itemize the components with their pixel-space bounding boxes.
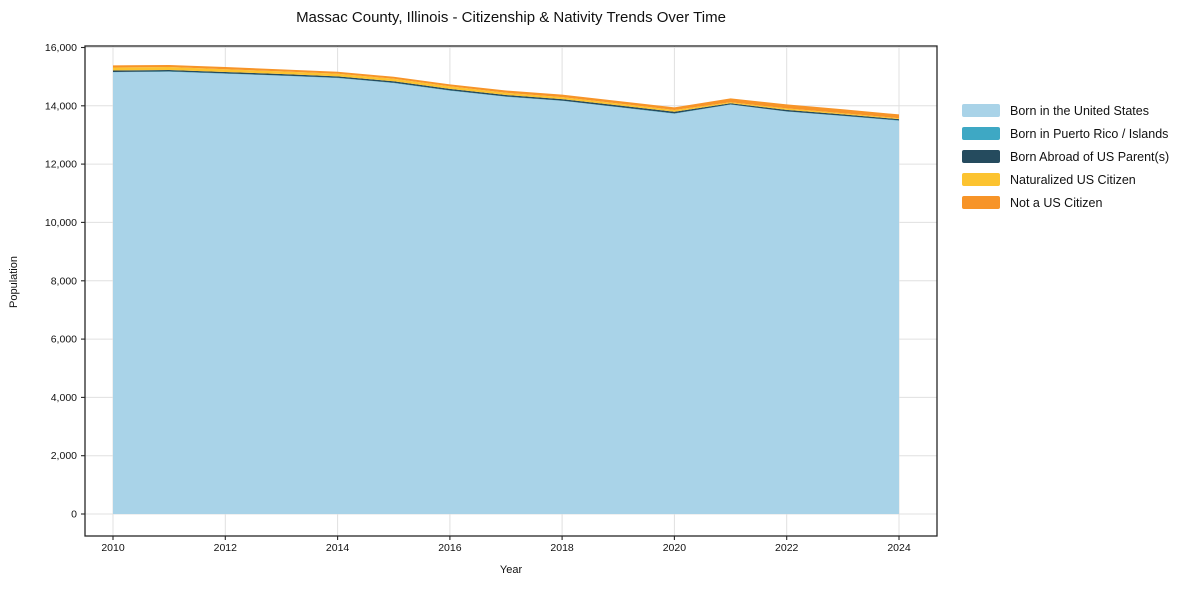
y-tick-label: 4,000	[51, 392, 77, 404]
legend-swatch-icon	[962, 104, 1000, 117]
legend-item: Naturalized US Citizen	[962, 172, 1169, 187]
legend-label: Born in Puerto Rico / Islands	[1010, 126, 1169, 141]
x-tick-label: 2020	[663, 542, 687, 554]
x-tick-label: 2012	[214, 542, 238, 554]
legend-swatch-icon	[962, 127, 1000, 140]
legend-label: Born in the United States	[1010, 103, 1149, 118]
x-tick-label: 2022	[775, 542, 799, 554]
area-series-0	[113, 71, 899, 514]
legend: Born in the United States Born in Puerto …	[962, 104, 1169, 219]
legend-swatch-icon	[962, 150, 1000, 163]
legend-item: Not a US Citizen	[962, 195, 1169, 210]
area-series-4	[113, 65, 899, 119]
x-tick-label: 2016	[438, 542, 462, 554]
y-tick-label: 16,000	[45, 42, 77, 54]
y-tick-label: 14,000	[45, 100, 77, 112]
x-axis-label: Year	[499, 564, 523, 576]
legend-item: Born Abroad of US Parent(s)	[962, 149, 1170, 164]
x-tick-label: 2018	[550, 542, 574, 554]
x-tick-label: 2014	[326, 542, 350, 554]
x-tick-label: 2010	[101, 542, 125, 554]
x-tick-label: 2024	[887, 542, 911, 554]
legend-label: Not a US Citizen	[1010, 195, 1103, 210]
y-axis-label: Population	[8, 256, 20, 308]
legend-swatch-icon	[962, 173, 1000, 186]
area-series-3	[113, 67, 899, 120]
legend-item: Born in the United States	[962, 103, 1169, 118]
y-tick-label: 8,000	[51, 275, 77, 287]
y-tick-label: 0	[71, 509, 77, 521]
y-tick-label: 10,000	[45, 217, 77, 229]
legend-label: Naturalized US Citizen	[1010, 172, 1136, 187]
plot-frame	[84, 45, 938, 537]
y-tick-label: 6,000	[51, 334, 77, 346]
y-tick-label: 2,000	[51, 450, 77, 462]
legend-swatch-icon	[962, 196, 1000, 209]
area-series-2	[113, 70, 899, 121]
chart-title: Massac County, Illinois - Citizenship & …	[296, 9, 726, 26]
legend-item: Born in Puerto Rico / Islands	[962, 126, 1169, 141]
legend-label: Born Abroad of US Parent(s)	[1010, 149, 1170, 164]
y-tick-label: 12,000	[45, 159, 77, 171]
